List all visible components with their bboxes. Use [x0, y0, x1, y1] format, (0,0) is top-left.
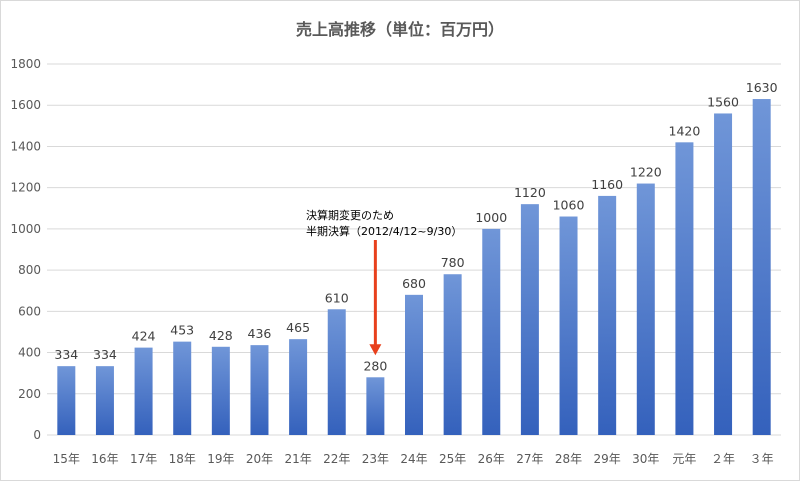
data-label: 1060 — [553, 198, 585, 213]
data-label: 680 — [402, 276, 426, 291]
y-tick-label: 1200 — [10, 181, 41, 195]
bar — [173, 341, 192, 435]
data-label: 465 — [286, 320, 310, 335]
bar — [289, 339, 308, 435]
y-tick-label: 1400 — [10, 139, 41, 153]
y-tick-label: 800 — [18, 263, 41, 277]
y-tick-label: 1800 — [10, 57, 41, 71]
bar — [559, 216, 578, 435]
x-tick-label: 27年 — [516, 452, 543, 466]
x-tick-label: 30年 — [632, 452, 659, 466]
gridlines — [47, 63, 781, 436]
x-tick-label: 21年 — [284, 452, 311, 466]
annotation: 決算期変更のため 半期決算（2012/4/12~9/30） — [306, 208, 462, 356]
data-label: 1000 — [475, 210, 507, 225]
x-tick-label: 15年 — [53, 452, 80, 466]
bar — [714, 113, 733, 435]
bar — [366, 377, 385, 435]
x-tick-label: 元年 — [672, 452, 696, 466]
x-tick-label: 20年 — [246, 452, 273, 466]
bars — [57, 99, 771, 436]
data-label: 780 — [441, 255, 465, 270]
data-label: 428 — [209, 328, 233, 343]
y-axis-ticks: 0 200 400 600 800 1000 1200 1400 1600 1800 — [10, 57, 41, 442]
x-tick-label: 25年 — [439, 452, 466, 466]
bar — [675, 142, 694, 436]
data-label: 1160 — [591, 177, 623, 192]
bar — [405, 294, 423, 435]
bar — [636, 183, 655, 435]
bar — [327, 309, 346, 435]
bar — [134, 347, 153, 435]
y-tick-label: 1000 — [10, 222, 41, 236]
bar — [598, 195, 617, 435]
chart-title: 売上高推移（単位：百万円） — [296, 20, 504, 39]
data-label: 1120 — [514, 185, 546, 200]
data-label: 334 — [54, 347, 78, 362]
bar — [752, 99, 771, 436]
data-label: 453 — [170, 323, 194, 338]
x-tick-label: 18年 — [169, 452, 196, 466]
data-label: 436 — [248, 326, 272, 341]
bar — [211, 346, 230, 435]
annotation-line-1: 決算期変更のため — [306, 208, 394, 222]
bar — [482, 228, 501, 435]
y-tick-label: 0 — [33, 428, 41, 442]
bar — [520, 204, 539, 435]
bar — [95, 366, 114, 435]
data-label: 1420 — [669, 123, 701, 138]
data-label: 280 — [363, 358, 387, 373]
bar — [57, 366, 76, 435]
y-tick-label: 400 — [18, 346, 41, 360]
data-label: 610 — [325, 290, 349, 305]
bar — [250, 345, 269, 435]
y-tick-label: 1600 — [10, 98, 41, 112]
x-tick-label: 29年 — [594, 452, 621, 466]
data-label: 1630 — [746, 80, 778, 95]
annotation-line-2: 半期決算（2012/4/12~9/30） — [306, 224, 462, 238]
data-label: 1220 — [630, 165, 662, 180]
data-label: 424 — [132, 329, 156, 344]
data-label: 1560 — [707, 94, 739, 109]
x-tick-label: ３年 — [750, 452, 774, 466]
bar — [443, 274, 462, 435]
x-axis-ticks: 15年 16年 17年 18年 19年 20年 21年 22年 23年 24年 25年 26年 27年 2… — [53, 452, 774, 466]
y-tick-label: 600 — [18, 304, 41, 318]
x-tick-label: 23年 — [362, 452, 389, 466]
x-tick-label: 19年 — [207, 452, 234, 466]
x-tick-label: 22年 — [323, 452, 350, 466]
x-tick-label: 16年 — [91, 452, 118, 466]
annotation-arrow-head — [369, 344, 382, 356]
x-tick-label: 28年 — [555, 452, 582, 466]
y-tick-label: 200 — [18, 387, 41, 401]
x-tick-label: 17年 — [130, 452, 157, 466]
x-tick-label: ２年 — [711, 452, 735, 466]
x-tick-label: 26年 — [478, 452, 505, 466]
data-label: 334 — [93, 347, 117, 362]
x-tick-label: 24年 — [400, 452, 427, 466]
data-labels: 334 334 424 453 428 436 465 610 280 680 780 1000 112… — [54, 80, 777, 373]
